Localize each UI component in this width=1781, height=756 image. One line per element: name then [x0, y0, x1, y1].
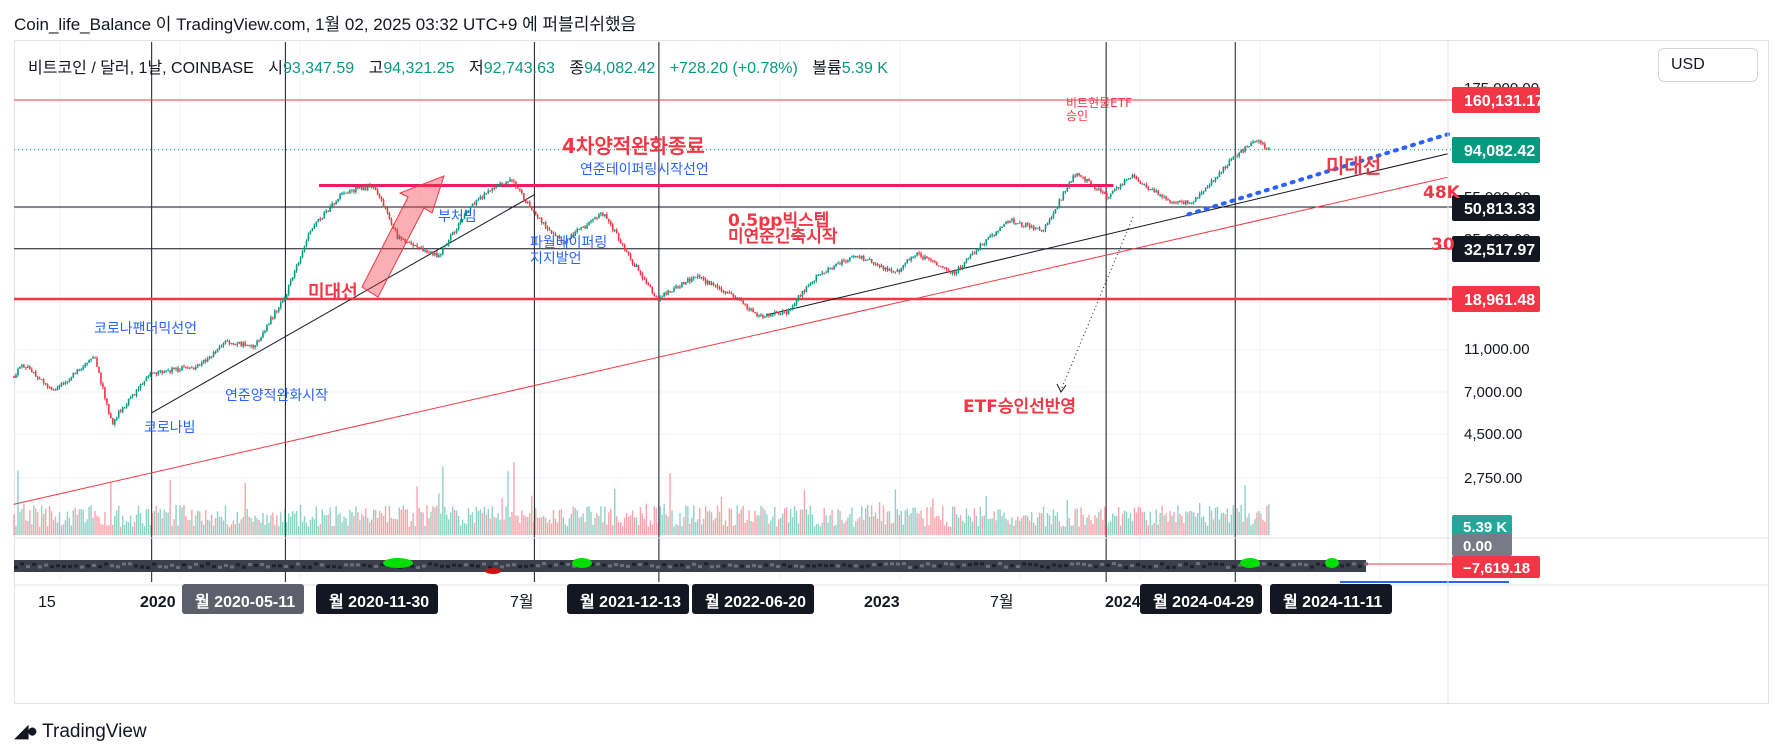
annotation-11: ETF승인선반영 — [963, 397, 1076, 417]
date-badge-label-2: 월 2021-12-13 — [580, 593, 681, 611]
annotation-16: 30 — [1431, 235, 1455, 255]
price-tick-4: 7,000.00 — [1464, 384, 1522, 401]
volume-label: 볼륨 — [812, 60, 842, 77]
annotation-7: 미대선 — [308, 282, 358, 303]
price-badge-3[interactable]: 32,517.97 — [1452, 236, 1540, 262]
close-label: 종 — [569, 60, 585, 77]
rally-arrow[interactable] — [361, 175, 445, 298]
trendline-0[interactable] — [151, 194, 535, 414]
grid-lines — [14, 42, 1448, 580]
date-badge-0[interactable]: 월 2020-05-11 — [182, 584, 304, 614]
annotation-1: 연준테이퍼링시작선언 — [580, 162, 709, 178]
etf-pointer-line[interactable] — [1060, 216, 1134, 391]
tradingview-logo-icon: ◢● — [14, 721, 38, 742]
tradingview-logo[interactable]: ◢● TradingView — [14, 720, 147, 743]
annotation-10: 코로나빔 — [144, 420, 196, 436]
indicator-badge-label-0: 0.00 — [1463, 538, 1492, 555]
time-label-1: 2020 — [140, 594, 176, 611]
annotation-2: 부처빔 — [438, 209, 477, 225]
open-value: 93,347.59 — [282, 60, 355, 77]
time-label-5: 2024 — [1105, 594, 1141, 611]
price-badge-4[interactable]: 18,961.48 — [1452, 286, 1540, 312]
low-label: 저 — [468, 60, 484, 77]
open-label: 시 — [268, 60, 283, 77]
publish-header: Coin_life_Balance 이 TradingView.com, 1월 … — [14, 10, 636, 35]
time-label-2: 7월 — [510, 593, 534, 611]
date-badge-3[interactable]: 월 2022-06-20 — [692, 584, 814, 614]
annotation-15: 48K — [1423, 183, 1461, 203]
price-badge-label-1: 94,082.42 — [1464, 143, 1535, 160]
currency-button[interactable]: USD — [1658, 48, 1758, 82]
low-value: 92,743.63 — [483, 60, 555, 77]
date-badge-2[interactable]: 월 2021-12-13 — [567, 584, 689, 614]
price-badge-label-2: 50,813.33 — [1464, 201, 1535, 218]
annotation-5: 0.5pp빅스텝 — [728, 211, 829, 231]
time-label-4: 7월 — [990, 593, 1014, 611]
trendline-2[interactable] — [13, 176, 1449, 505]
annotation-12: 비트현물ETF — [1066, 96, 1132, 110]
indicator-badge-1[interactable]: −7,619.18 — [1452, 556, 1540, 578]
price-badge-label-4: 18,961.48 — [1464, 292, 1535, 309]
chart-frame — [14, 40, 1769, 704]
indicator-badge-label-1: −7,619.18 — [1463, 560, 1530, 577]
annotation-3: 파월테이퍼링 — [530, 235, 607, 251]
publish-info: 이 TradingView.com, 1월 02, 2025 03:32 UTC… — [155, 15, 637, 34]
volume-value: 5.39 K — [841, 60, 888, 77]
annotation-14: 미대선 — [1326, 154, 1381, 178]
symbol-info[interactable]: 비트코인 / 달러, 1날, COINBASE — [28, 60, 254, 77]
date-badge-1[interactable]: 월 2020-11-30 — [316, 584, 438, 614]
trendline-3[interactable] — [1186, 132, 1450, 217]
price-badge-label-3: 32,517.97 — [1464, 242, 1535, 259]
etf-pointer-head — [1056, 383, 1067, 393]
date-badge-5[interactable]: 월 2024-11-11 — [1270, 584, 1392, 614]
annotation-9: 연준양적완화시작 — [225, 388, 328, 404]
price-badge-1[interactable]: 94,082.42 — [1452, 137, 1540, 163]
high-value: 94,321.25 — [383, 60, 455, 77]
annotation-6: 미연준긴축시작 — [728, 227, 838, 247]
trendline-1[interactable] — [766, 153, 1449, 316]
date-badge-label-1: 월 2020-11-30 — [329, 593, 429, 611]
annotation-13: 승인 — [1066, 109, 1088, 123]
ohlc-legend: 비트코인 / 달러, 1날, COINBASE 시93,347.59 고94,3… — [28, 54, 888, 78]
annotation-4: 지지발언 — [530, 251, 582, 267]
time-label-0: 15 — [38, 594, 56, 611]
indicator-pane[interactable] — [14, 558, 1509, 583]
annotation-8: 코로나팬더믹선언 — [94, 321, 197, 337]
volume-badge-label: 5.39 K — [1463, 519, 1507, 536]
date-badge-label-0: 월 2020-05-11 — [195, 593, 295, 611]
close-value: 94,082.42 — [584, 60, 656, 77]
date-badge-label-3: 월 2022-06-20 — [705, 593, 806, 611]
author-name[interactable]: Coin_life_Balance — [14, 15, 152, 34]
candlestick-series[interactable] — [13, 139, 1270, 427]
high-label: 고 — [368, 60, 384, 77]
tradingview-logo-text: TradingView — [42, 721, 147, 742]
volume-series — [13, 461, 1270, 535]
price-tick-3: 11,000.00 — [1464, 341, 1530, 358]
indicator-badge-0[interactable]: 0.00 — [1452, 534, 1512, 556]
change-value: +728.20 (+0.78%) — [669, 60, 798, 77]
date-badge-4[interactable]: 월 2024-04-29 — [1140, 584, 1262, 614]
date-badge-label-4: 월 2024-04-29 — [1153, 593, 1254, 611]
price-badge-0[interactable]: 160,131.17 — [1452, 87, 1544, 113]
price-badge-label-0: 160,131.17 — [1464, 93, 1544, 110]
time-label-3: 2023 — [864, 594, 900, 611]
date-badge-label-5: 월 2024-11-11 — [1283, 593, 1382, 611]
volume-badge[interactable]: 5.39 K — [1452, 515, 1512, 537]
price-tick-6: 2,750.00 — [1464, 470, 1522, 487]
price-tick-5: 4,500.00 — [1464, 426, 1522, 443]
price-badge-2[interactable]: 50,813.33 — [1452, 195, 1540, 221]
annotation-0: 4차양적완화종료 — [562, 134, 705, 158]
